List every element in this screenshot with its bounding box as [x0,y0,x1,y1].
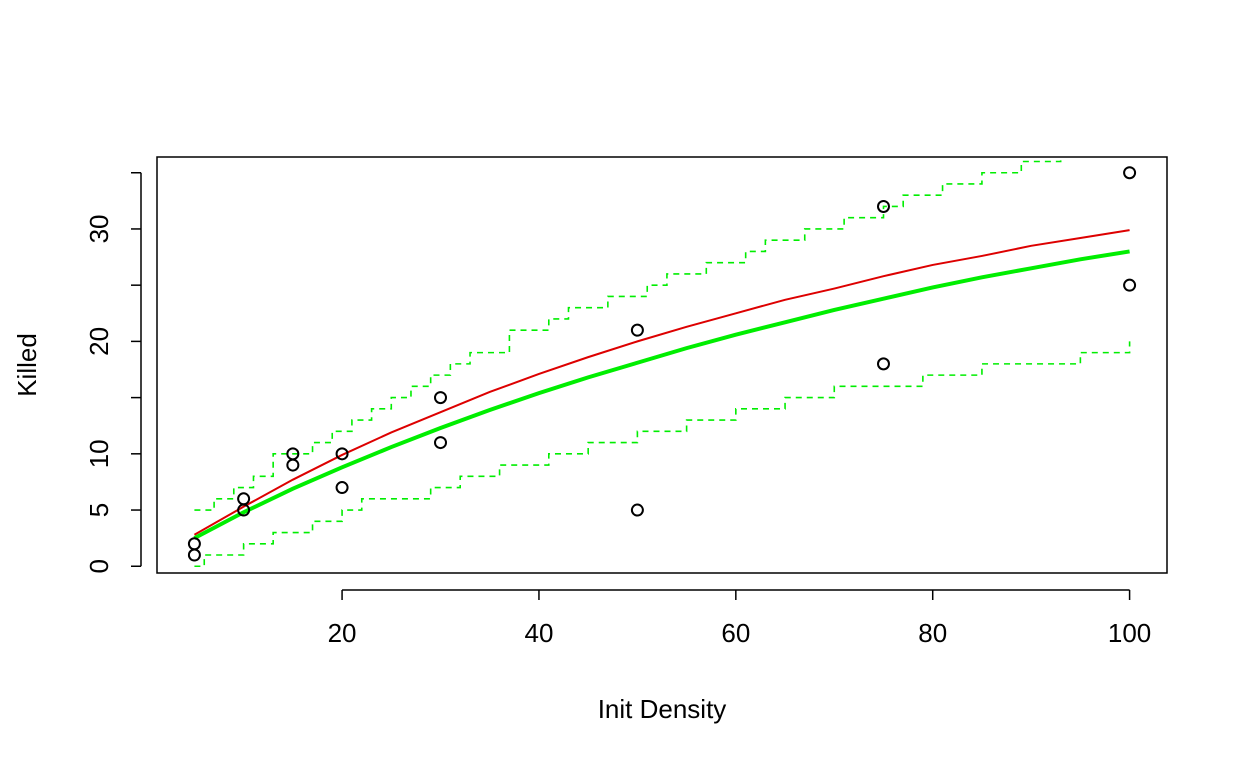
x-tick-label: 20 [328,618,357,648]
data-point [1123,166,1137,180]
data-point [335,447,349,461]
y-tick-label: 10 [84,439,114,468]
data-point [876,357,890,371]
green-fit-line [193,249,1130,540]
data-point [187,537,201,551]
data-point [434,391,448,405]
y-tick-label: 30 [84,214,114,243]
green-band-line [194,157,1062,511]
data-point [876,199,890,213]
data-point [286,447,300,461]
y-axis-label: Killed [12,333,42,397]
data-point [630,323,644,337]
x-tick-label: 80 [918,618,947,648]
x-tick-label: 40 [524,618,553,648]
points-layer [187,166,1137,562]
data-point [335,481,349,495]
data-point [434,436,448,450]
plot-frame [156,156,1168,574]
green-band-line [194,341,1131,568]
x-tick-label: 100 [1108,618,1151,648]
x-axis: 20 40 60 80 100 [328,589,1151,648]
x-axis-label: Init Density [598,694,727,724]
y-tick-label: 20 [84,327,114,356]
data-point [187,548,201,562]
series-layer [193,157,1131,568]
y-tick-label: 0 [84,559,114,573]
y-axis: 0 5 10 20 30 [84,171,142,573]
data-point [286,458,300,472]
data-point [630,503,644,517]
data-point [237,492,251,506]
y-tick-label: 5 [84,503,114,517]
red-fit-line [193,229,1130,536]
data-point [1123,278,1137,292]
x-tick-label: 60 [721,618,750,648]
